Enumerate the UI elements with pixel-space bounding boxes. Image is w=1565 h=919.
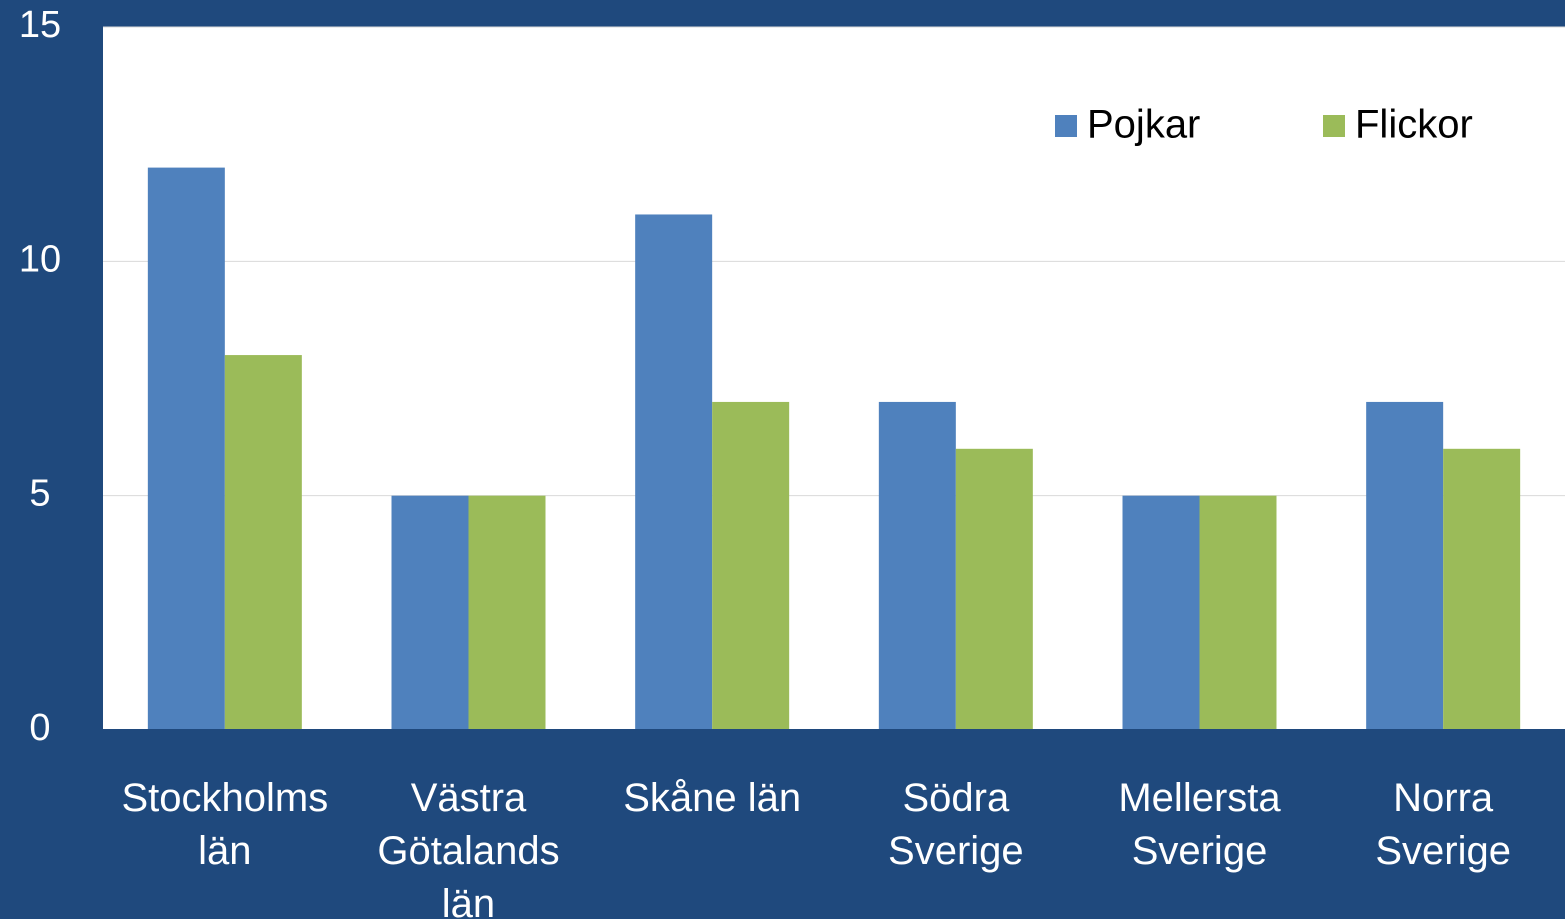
legend-swatch — [1323, 115, 1345, 137]
bar — [955, 448, 1033, 730]
bar — [712, 401, 790, 730]
y-tick-label: 10 — [19, 238, 61, 280]
bar — [1366, 401, 1444, 730]
x-tick-label: Skåne län — [623, 776, 802, 820]
legend-label: Pojkar — [1087, 103, 1200, 147]
bar — [224, 355, 302, 730]
bar — [1443, 448, 1521, 730]
x-tick-label: Södra Sverige — [888, 776, 1024, 873]
bar — [878, 401, 956, 730]
y-tick-label: 0 — [29, 707, 50, 749]
bar — [391, 495, 469, 730]
x-tick-label: Norra Sverige — [1375, 776, 1511, 873]
legend-label: Flickor — [1355, 103, 1473, 147]
bar — [1199, 495, 1277, 730]
x-tick-label: Mellersta Sverige — [1118, 776, 1281, 873]
x-tick-label: Stockholms län — [121, 776, 329, 873]
y-tick-label: 15 — [19, 4, 61, 46]
bar — [147, 167, 225, 731]
y-tick-label: 5 — [29, 473, 50, 515]
legend-swatch — [1055, 115, 1077, 137]
x-tick-label: Västra Götalands län — [377, 776, 560, 919]
bar — [635, 214, 713, 730]
bar — [468, 495, 546, 730]
bar — [1122, 495, 1200, 730]
plot-area — [103, 27, 1565, 730]
